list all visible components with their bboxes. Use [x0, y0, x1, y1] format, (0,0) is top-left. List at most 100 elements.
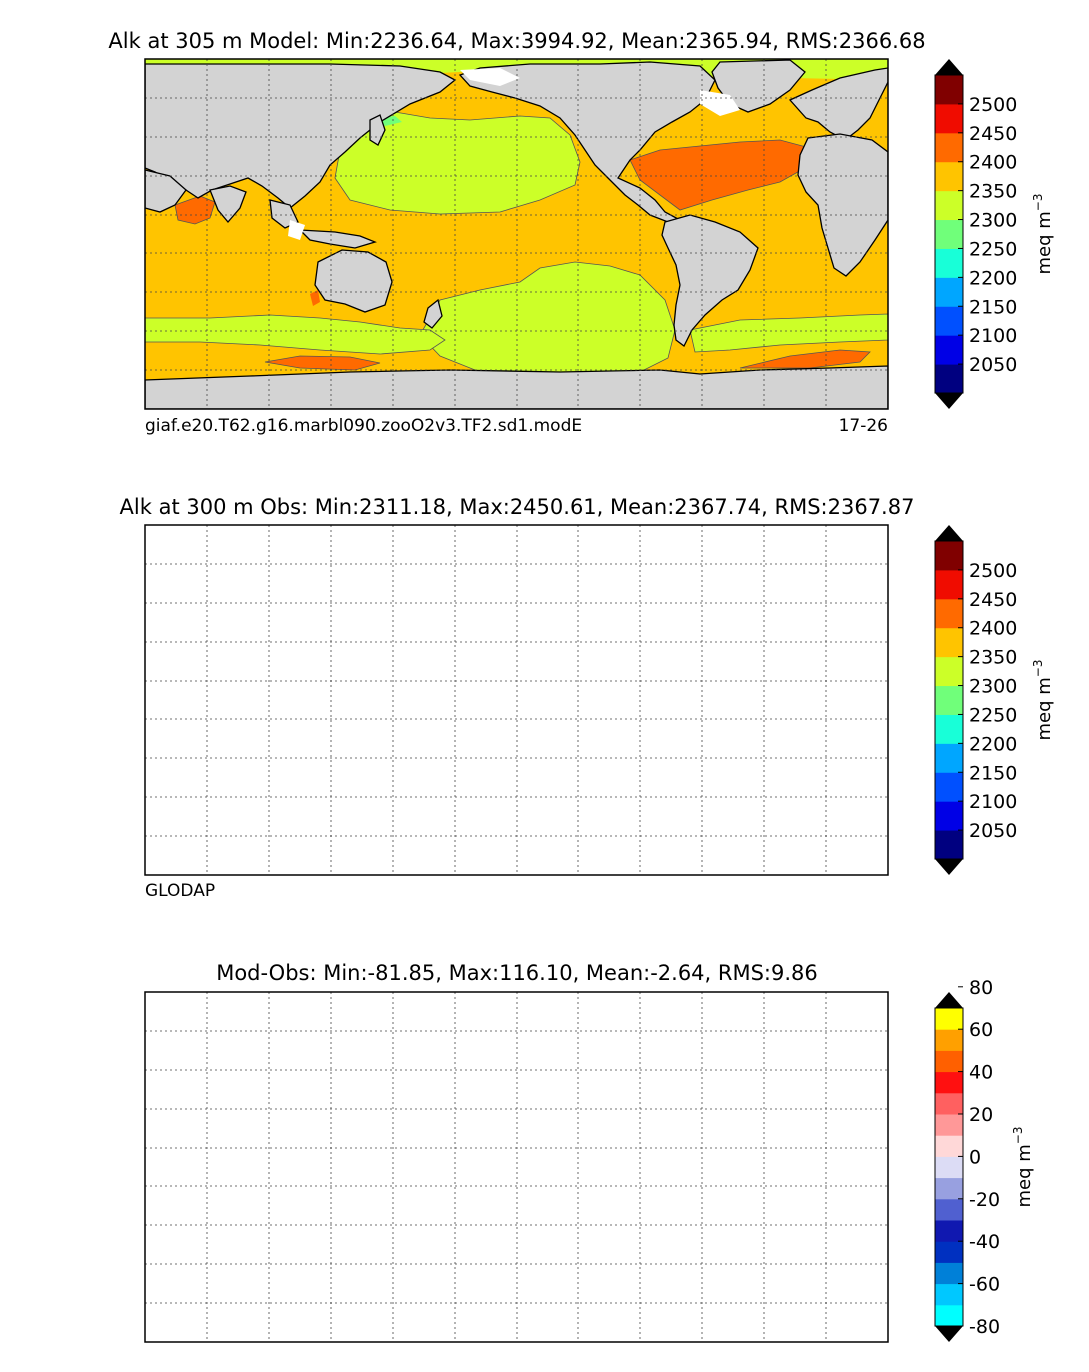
colorbar-swatch [935, 335, 963, 365]
colorbar-label: meq m−3 [1011, 1127, 1035, 1208]
grid-lines [145, 525, 888, 875]
colorbar-tick-label: 2450 [969, 589, 1017, 611]
panel-title: Alk at 305 m Model: Min:2236.64, Max:399… [108, 29, 925, 53]
colorbar: 2050 2100 2150 2200 2250 2300 2350 2400 2450 2500 [934, 525, 1017, 875]
colorbar-tick-label: 2500 [969, 560, 1017, 582]
panel-title: Alk at 300 m Obs: Min:2311.18, Max:2450.… [120, 495, 915, 519]
map-field [145, 525, 888, 875]
colorbar-tick-label: 2350 [969, 181, 1017, 203]
colorbar-swatch [935, 1304, 963, 1327]
colorbar-tick-label: 2100 [969, 791, 1017, 813]
colorbar-swatch [935, 569, 963, 600]
colorbar-extend-max [935, 992, 963, 1008]
colorbar-tick-label: 2400 [969, 618, 1017, 640]
colorbar-swatch [935, 1114, 963, 1136]
colorbar-label: meq m−3 [1031, 660, 1055, 741]
colorbar-tick-label: 2300 [969, 210, 1017, 232]
colorbar-frame [934, 74, 964, 394]
colorbar-swatch [935, 1262, 963, 1285]
grid-lines [145, 59, 888, 409]
colorbar-swatch [935, 132, 963, 163]
colorbar-swatch [935, 1092, 963, 1115]
colorbar-swatch [935, 248, 963, 278]
colorbar-tick-label: 2050 [969, 354, 1017, 376]
panel-title: Mod-Obs: Min:-81.85, Max:116.10, Mean:-2… [216, 961, 818, 985]
panel-diff: Mod-Obs: Min:-81.85, Max:116.10, Mean:-2… [144, 961, 1035, 1343]
map-field [145, 992, 888, 1342]
panel-obs: Alk at 300 m Obs: Min:2311.18, Max:2450.… [120, 495, 1055, 901]
colorbar-tick-label: 80 [969, 977, 993, 999]
colorbar-tick-label: 2150 [969, 762, 1017, 784]
map-frame [144, 58, 889, 410]
colorbar-swatch [935, 306, 963, 336]
date-range: 17-26 [839, 416, 888, 436]
colorbar-swatch [935, 103, 963, 134]
colorbar-swatch [935, 801, 963, 831]
colorbar-tick-label: 40 [969, 1062, 993, 1084]
colorbar-swatch [935, 541, 963, 571]
source-note: GLODAP [145, 881, 215, 901]
colorbar-swatch [935, 364, 963, 394]
colorbar-swatch [935, 1283, 963, 1306]
model-note: giaf.e20.T62.g16.marbl090.zooO2v3.TF2.sd… [145, 416, 582, 436]
colorbar-tick-label: 2100 [969, 325, 1017, 347]
colorbar-tick-label: 2200 [969, 733, 1017, 755]
colorbar-swatch [935, 627, 963, 658]
map-frame [144, 524, 889, 876]
colorbar-tick-label: -60 [969, 1274, 1000, 1296]
colorbar-frame [934, 1007, 964, 1327]
colorbar-swatch [935, 743, 963, 773]
colorbar-swatch [935, 1241, 963, 1263]
colorbar-tick-label: 20 [969, 1104, 993, 1126]
colorbar-swatch [935, 1220, 963, 1242]
colorbar-swatch [935, 772, 963, 802]
colorbar-swatch [935, 1029, 963, 1051]
colorbar-extend-min [935, 393, 963, 409]
colorbar-swatch [935, 830, 963, 860]
colorbar-swatch [935, 1177, 963, 1200]
colorbar-tick-label: 2500 [969, 94, 1017, 116]
colorbar-swatch [935, 219, 963, 249]
colorbar-extend-max [935, 59, 963, 75]
colorbar: -80 -60 -40 -20 0 20 40 60 80 [934, 977, 1000, 1342]
colorbar-frame [934, 540, 964, 860]
panel-model: Alk at 305 m Model: Min:2236.64, Max:399… [108, 29, 1055, 436]
colorbar-swatch [935, 1008, 963, 1030]
colorbar-tick-label: 2300 [969, 676, 1017, 698]
colorbar-label: meq m−3 [1031, 194, 1055, 275]
map-frame [144, 991, 889, 1343]
colorbar-extend-max [935, 525, 963, 541]
colorbar-swatch [935, 685, 963, 715]
colorbar-tick-label: -80 [969, 1316, 1000, 1338]
colorbar-tick-label: -40 [969, 1231, 1000, 1253]
map-field [145, 59, 888, 409]
colorbar-swatch [935, 1198, 963, 1221]
colorbar-swatch [935, 190, 963, 221]
colorbar-tick-label: 0 [969, 1146, 981, 1168]
colorbar-tick-label: -20 [969, 1189, 1000, 1211]
colorbar-tick-label: 60 [969, 1019, 993, 1041]
colorbar-tick-label: 2450 [969, 123, 1017, 145]
colorbar-swatch [935, 1071, 963, 1094]
colorbar-swatch [935, 1050, 963, 1073]
colorbar: 2050 2100 2150 2200 2250 2300 2350 2400 2450 2500 [934, 59, 1017, 409]
colorbar-swatch [935, 1156, 963, 1179]
colorbar-extend-min [935, 1326, 963, 1342]
colorbar-swatch [935, 161, 963, 192]
colorbar-swatch [935, 277, 963, 307]
colorbar-swatch [935, 656, 963, 687]
colorbar-tick-label: 2050 [969, 820, 1017, 842]
colorbar-tick-label: 2250 [969, 238, 1017, 260]
colorbar-swatch [935, 598, 963, 629]
colorbar-extend-min [935, 859, 963, 875]
colorbar-tick-label: 2150 [969, 296, 1017, 318]
colorbar-tick-label: 2250 [969, 704, 1017, 726]
colorbar-tick-label: 2400 [969, 152, 1017, 174]
colorbar-tick-label: 2200 [969, 267, 1017, 289]
colorbar-swatch [935, 75, 963, 105]
grid-lines [145, 992, 888, 1342]
colorbar-swatch [935, 714, 963, 744]
colorbar-swatch [935, 1135, 963, 1157]
colorbar-tick-label: 2350 [969, 647, 1017, 669]
